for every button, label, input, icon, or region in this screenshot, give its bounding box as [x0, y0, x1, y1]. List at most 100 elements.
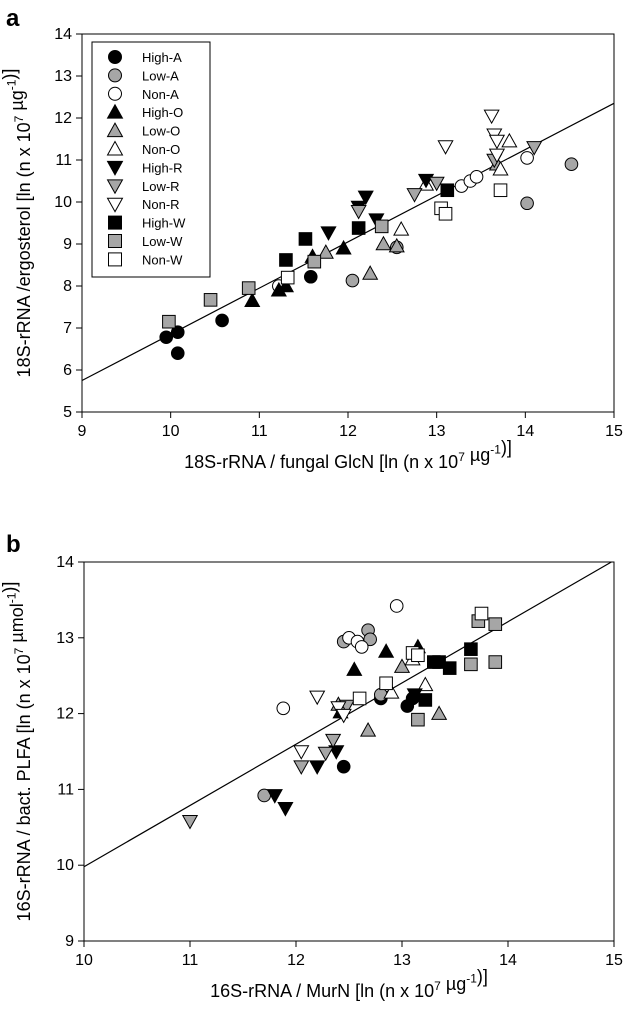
y-axis-title: 18S-rRNA /ergosterol [ln (n x 107 µg-1)] [0, 69, 34, 378]
data-point [276, 701, 291, 716]
data-point [389, 599, 404, 613]
legend-label: High-R [142, 160, 182, 175]
legend-marker [108, 68, 122, 83]
legend-marker [106, 179, 124, 195]
legend-marker [108, 86, 122, 101]
legend-label: Low-W [142, 234, 183, 249]
data-point [379, 676, 393, 691]
x-tick-label: 10 [75, 952, 93, 969]
legend: High-A Low-A Non-A High-O Low-O Non-O High-R Lo… [91, 41, 211, 278]
data-point [215, 313, 229, 328]
data-point [493, 183, 508, 198]
data-point [350, 204, 367, 220]
data-point [469, 170, 484, 184]
legend-label: Non-A [142, 87, 179, 102]
data-point [351, 221, 366, 235]
series-low-w [162, 219, 389, 329]
x-tick-label: 14 [516, 423, 534, 440]
y-tick-label: 9 [65, 933, 74, 950]
y-tick-label: 9 [63, 236, 72, 253]
data-point [170, 325, 185, 340]
x-tick-label: 9 [78, 423, 87, 440]
data-point [181, 814, 199, 830]
data-point [293, 760, 310, 775]
x-tick-label: 13 [428, 423, 446, 440]
data-point [325, 733, 342, 749]
data-point [520, 151, 534, 165]
series-high-o [244, 239, 352, 307]
legend-marker [106, 160, 124, 176]
data-point [317, 244, 334, 259]
data-point [203, 293, 218, 307]
data-point [309, 760, 326, 775]
panel-a-label: a [6, 5, 20, 32]
data-point [406, 688, 423, 703]
series-high-r [266, 688, 423, 817]
legend-marker [108, 234, 122, 248]
series-non-a [276, 599, 404, 716]
data-point [335, 708, 352, 724]
data-point [317, 746, 334, 762]
data-point [159, 330, 174, 345]
data-point [336, 759, 351, 774]
data-point [383, 684, 400, 699]
y-tick-label: 7 [63, 320, 72, 337]
data-point [488, 134, 506, 150]
data-point [488, 148, 506, 164]
legend-marker [106, 140, 124, 156]
data-point [346, 661, 363, 676]
data-point [442, 661, 457, 675]
y-tick-label: 10 [56, 857, 74, 874]
legend-marker [108, 50, 122, 64]
data-point [362, 265, 379, 280]
legend-marker [106, 103, 124, 119]
x-tick-label: 13 [393, 952, 411, 969]
data-point [417, 676, 434, 692]
data-point [474, 606, 489, 621]
data-point [280, 270, 295, 285]
legend-marker [108, 215, 122, 230]
data-point [279, 253, 293, 267]
data-point [418, 693, 433, 707]
data-point [241, 281, 256, 295]
data-point [354, 640, 369, 654]
x-tick-label: 11 [251, 423, 268, 440]
data-point [488, 617, 503, 631]
data-point [488, 655, 503, 669]
series-low-r [181, 699, 355, 830]
series-high-w [279, 183, 455, 267]
y-tick-label: 11 [57, 781, 74, 798]
data-point [307, 254, 322, 269]
data-point [162, 314, 176, 329]
data-point [277, 277, 295, 293]
data-point [520, 196, 534, 211]
panel-b-label: b [6, 531, 21, 558]
data-point [375, 235, 392, 251]
series-non-r [437, 109, 506, 164]
data-point [388, 237, 405, 253]
data-point [363, 632, 378, 647]
y-tick-label: 12 [54, 110, 72, 127]
data-point [501, 132, 518, 148]
x-tick-label: 12 [287, 952, 305, 969]
x-tick-label: 11 [182, 952, 199, 969]
legend-marker [106, 197, 124, 213]
legend-label: Non-O [142, 142, 180, 157]
legend-label: High-A [142, 50, 182, 65]
legend-label: Non-R [142, 197, 180, 212]
series-non-w [280, 183, 508, 285]
series-low-w [411, 614, 503, 727]
series-non-o [393, 132, 518, 236]
series-non-r [293, 690, 352, 760]
data-point [330, 701, 347, 716]
data-point [526, 141, 543, 156]
legend-label: High-O [142, 105, 183, 120]
x-tick-label: 12 [339, 423, 357, 440]
data-point [431, 705, 448, 720]
data-point [293, 745, 310, 760]
legend-label: Non-W [142, 252, 183, 267]
data-point [357, 190, 374, 206]
data-point [277, 802, 294, 817]
